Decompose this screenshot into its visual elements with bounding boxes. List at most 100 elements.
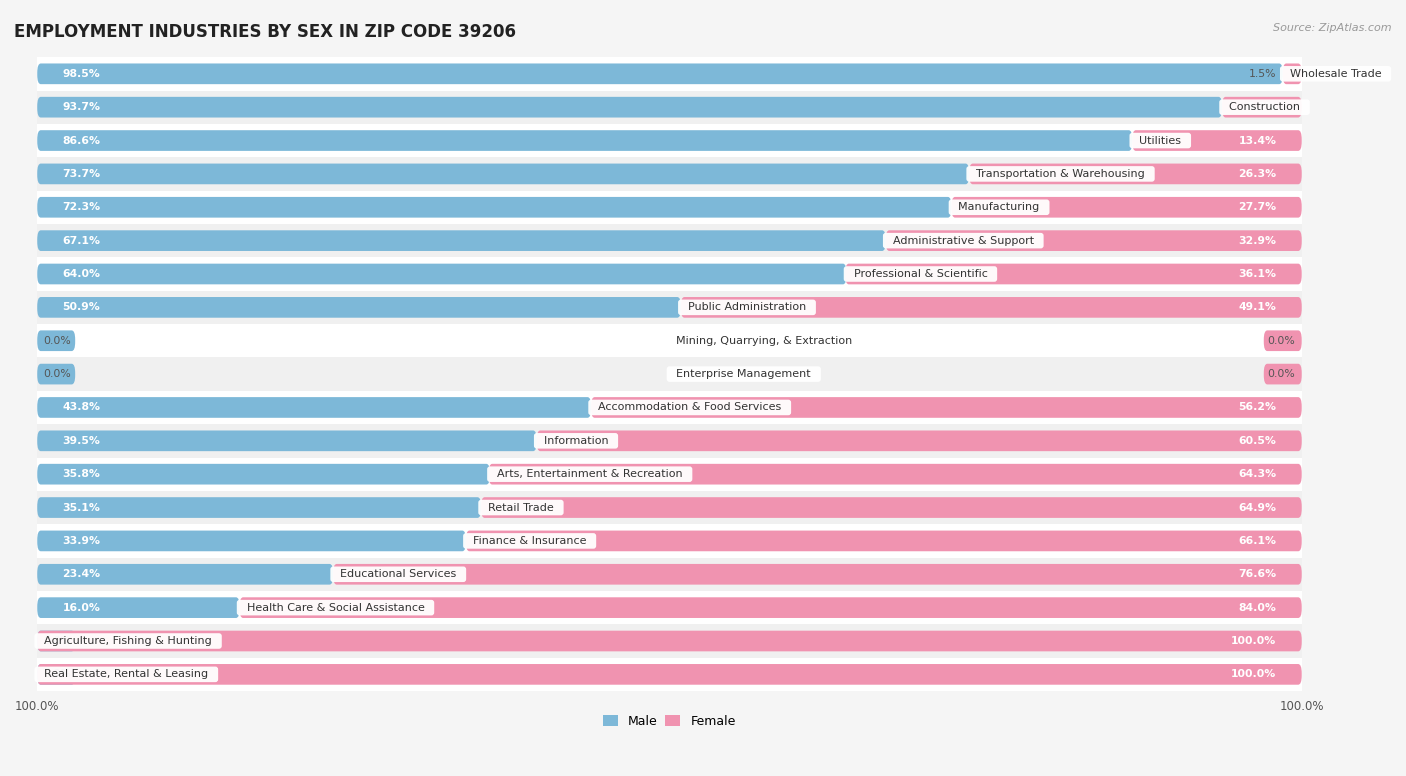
FancyBboxPatch shape [489, 464, 1302, 484]
FancyBboxPatch shape [1132, 130, 1302, 151]
FancyBboxPatch shape [952, 197, 1302, 217]
Text: 39.5%: 39.5% [62, 436, 100, 446]
Bar [37, 558, 1302, 591]
Text: Enterprise Management: Enterprise Management [669, 369, 818, 379]
FancyBboxPatch shape [37, 64, 1282, 84]
Bar [37, 491, 1302, 525]
Text: 98.5%: 98.5% [62, 69, 100, 79]
Bar [37, 424, 1302, 458]
FancyBboxPatch shape [37, 497, 481, 518]
Text: 35.8%: 35.8% [62, 469, 100, 480]
Bar [37, 158, 1302, 191]
FancyBboxPatch shape [37, 297, 681, 317]
FancyBboxPatch shape [37, 631, 75, 651]
FancyBboxPatch shape [1282, 64, 1302, 84]
FancyBboxPatch shape [886, 230, 1302, 251]
FancyBboxPatch shape [37, 130, 1132, 151]
Text: 76.6%: 76.6% [1239, 570, 1277, 579]
FancyBboxPatch shape [591, 397, 1302, 417]
Text: 49.1%: 49.1% [1239, 303, 1277, 313]
Bar [37, 57, 1302, 91]
Text: Finance & Insurance: Finance & Insurance [465, 536, 593, 546]
FancyBboxPatch shape [37, 197, 952, 217]
Text: Educational Services: Educational Services [333, 570, 464, 579]
Bar [37, 458, 1302, 491]
FancyBboxPatch shape [845, 264, 1302, 284]
Text: Agriculture, Fishing & Hunting: Agriculture, Fishing & Hunting [37, 636, 219, 646]
Text: 60.5%: 60.5% [1239, 436, 1277, 446]
Bar [37, 91, 1302, 124]
FancyBboxPatch shape [537, 431, 1302, 451]
Text: 27.7%: 27.7% [1239, 203, 1277, 213]
Text: 64.0%: 64.0% [62, 269, 101, 279]
Text: Administrative & Support: Administrative & Support [886, 236, 1040, 246]
Text: Arts, Entertainment & Recreation: Arts, Entertainment & Recreation [489, 469, 689, 480]
FancyBboxPatch shape [37, 631, 1302, 651]
Text: 0.0%: 0.0% [1268, 369, 1295, 379]
FancyBboxPatch shape [481, 497, 1302, 518]
Text: 0.0%: 0.0% [44, 670, 72, 679]
Bar [37, 525, 1302, 558]
Text: 64.3%: 64.3% [1239, 469, 1277, 480]
FancyBboxPatch shape [333, 564, 1302, 584]
Bar [37, 625, 1302, 658]
FancyBboxPatch shape [37, 464, 489, 484]
Text: 100.0%: 100.0% [1232, 670, 1277, 679]
Bar [37, 391, 1302, 424]
FancyBboxPatch shape [37, 97, 1222, 117]
Text: 1.5%: 1.5% [1249, 69, 1277, 79]
Text: 56.2%: 56.2% [1239, 403, 1277, 413]
Text: 36.1%: 36.1% [1239, 269, 1277, 279]
FancyBboxPatch shape [37, 364, 75, 384]
Text: 86.6%: 86.6% [62, 136, 101, 146]
FancyBboxPatch shape [37, 431, 537, 451]
Text: Public Administration: Public Administration [681, 303, 813, 313]
Text: Mining, Quarrying, & Extraction: Mining, Quarrying, & Extraction [669, 336, 859, 346]
FancyBboxPatch shape [37, 664, 75, 684]
Text: 64.9%: 64.9% [1239, 503, 1277, 512]
Bar [37, 291, 1302, 324]
Bar [37, 258, 1302, 291]
FancyBboxPatch shape [969, 164, 1302, 184]
Text: 67.1%: 67.1% [62, 236, 101, 246]
Text: 0.0%: 0.0% [44, 336, 72, 346]
Bar [37, 191, 1302, 224]
Text: 43.8%: 43.8% [62, 403, 101, 413]
Bar [37, 658, 1302, 691]
FancyBboxPatch shape [37, 598, 239, 618]
Bar [37, 591, 1302, 625]
Text: 23.4%: 23.4% [62, 570, 101, 579]
Text: Accommodation & Food Services: Accommodation & Food Services [591, 403, 789, 413]
FancyBboxPatch shape [37, 264, 846, 284]
Text: 100.0%: 100.0% [1232, 636, 1277, 646]
Text: 0.0%: 0.0% [44, 369, 72, 379]
Text: Construction: Construction [1222, 102, 1308, 113]
Legend: Male, Female: Male, Female [598, 710, 741, 733]
Text: 0.0%: 0.0% [1268, 336, 1295, 346]
Text: Health Care & Social Assistance: Health Care & Social Assistance [239, 603, 432, 612]
Text: Information: Information [537, 436, 616, 446]
Text: Wholesale Trade: Wholesale Trade [1282, 69, 1388, 79]
FancyBboxPatch shape [37, 164, 969, 184]
FancyBboxPatch shape [1264, 364, 1302, 384]
Text: 0.0%: 0.0% [44, 636, 72, 646]
Text: Professional & Scientific: Professional & Scientific [846, 269, 994, 279]
Text: Manufacturing: Manufacturing [952, 203, 1046, 213]
Text: 26.3%: 26.3% [1239, 169, 1277, 179]
FancyBboxPatch shape [1264, 331, 1302, 351]
FancyBboxPatch shape [37, 230, 886, 251]
FancyBboxPatch shape [37, 331, 75, 351]
Bar [37, 324, 1302, 358]
Text: 50.9%: 50.9% [62, 303, 100, 313]
Text: Utilities: Utilities [1132, 136, 1188, 146]
Text: Transportation & Warehousing: Transportation & Warehousing [969, 169, 1152, 179]
FancyBboxPatch shape [1222, 97, 1302, 117]
Text: 6.3%: 6.3% [1246, 102, 1277, 113]
FancyBboxPatch shape [465, 531, 1302, 551]
FancyBboxPatch shape [681, 297, 1302, 317]
Text: 84.0%: 84.0% [1239, 603, 1277, 612]
FancyBboxPatch shape [37, 531, 465, 551]
Bar [37, 124, 1302, 158]
Text: Retail Trade: Retail Trade [481, 503, 561, 512]
Bar [37, 358, 1302, 391]
